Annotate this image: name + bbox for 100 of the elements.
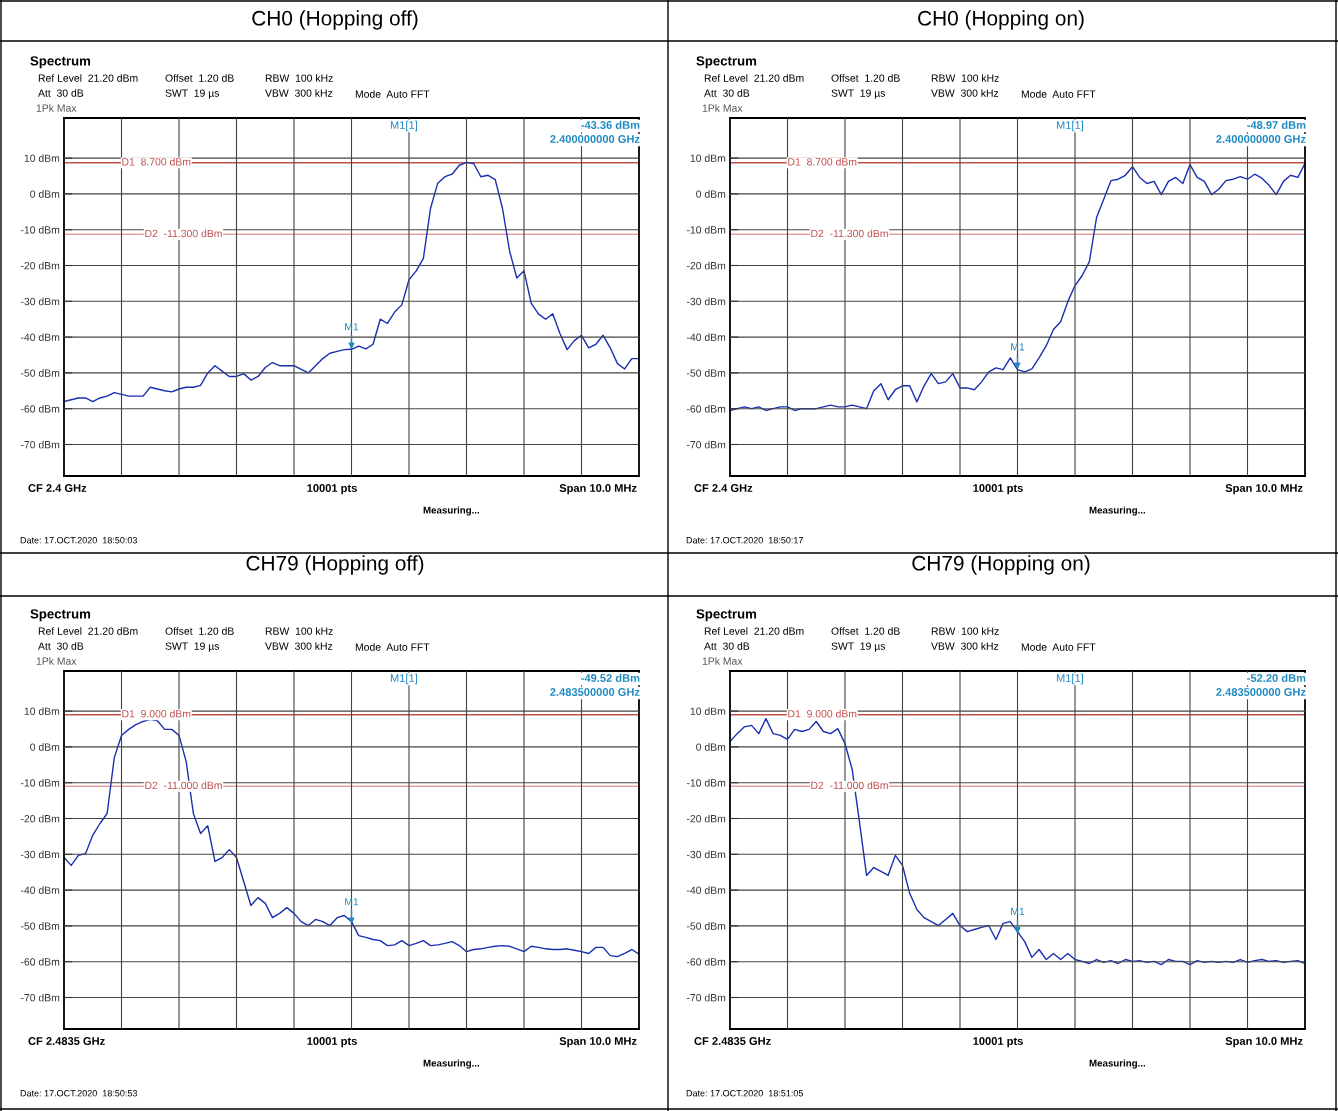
y-tick-label: -40 dBm [20, 333, 60, 341]
text: Att 30 dB [704, 642, 750, 650]
ref-line-label: D1 9.000 dBm [122, 709, 191, 718]
text: Measuring... [1089, 506, 1146, 516]
text: Mode Auto FFT [355, 90, 430, 98]
text: CF 2.4 GHz [694, 484, 753, 492]
text: Mode Auto FFT [355, 643, 430, 651]
text: SWT 19 µs [165, 89, 220, 99]
text: Date: 17.OCT.2020 18:51:05 [686, 1090, 804, 1097]
text: VBW 300 kHz [931, 642, 999, 650]
text: Date: 17.OCT.2020 18:50:03 [20, 537, 138, 544]
text: Date: 17.OCT.2020 18:50:17 [686, 537, 803, 544]
chart-title: CH79 (Hopping off) [246, 555, 424, 575]
y-tick-label: -20 dBm [20, 814, 60, 823]
text: Measuring... [423, 506, 480, 516]
annotation: M1[1] [1056, 673, 1083, 685]
y-tick-label: -50 dBm [686, 369, 726, 377]
text: VBW 300 kHz [265, 89, 333, 97]
chart-title: CH0 (Hopping off) [252, 10, 418, 30]
text: 10001 pts [973, 1037, 1023, 1048]
y-tick-label: 10 dBm [24, 707, 60, 715]
annotation: 2.400000000 GHz [550, 135, 640, 143]
annotation: 2.483500000 GHz [1216, 688, 1306, 696]
y-tick-label: -40 dBm [20, 886, 60, 894]
annotation: 2.400000000 GHz [1216, 135, 1306, 143]
y-tick-label: 0 dBm [30, 743, 60, 751]
text: CF 2.4 GHz [28, 484, 87, 492]
y-tick-label: -30 dBm [20, 297, 60, 306]
text: Span 10.0 MHz [1225, 1037, 1303, 1048]
text: Offset 1.20 dB [165, 74, 234, 82]
chart-title: CH0 (Hopping on) [918, 10, 1084, 30]
annotation: -52.20 dBm [1247, 673, 1306, 682]
annotation: M1[1] [390, 120, 417, 132]
y-tick-label: -60 dBm [20, 404, 60, 413]
text: Offset 1.20 dB [165, 627, 234, 635]
y-tick-label: -70 dBm [686, 440, 726, 449]
y-tick-label: -70 dBm [20, 440, 60, 449]
y-tick-label: -40 dBm [686, 333, 726, 341]
annotation: -43.36 dBm [581, 120, 640, 129]
text: VBW 300 kHz [931, 89, 999, 97]
text: RBW 100 kHz [265, 74, 333, 82]
y-tick-label: -20 dBm [686, 814, 726, 823]
text: Span 10.0 MHz [1225, 484, 1303, 495]
line-series [64, 718, 639, 958]
y-tick-label: 10 dBm [690, 707, 726, 715]
ref-line-label: D1 9.000 dBm [788, 709, 857, 718]
text: Ref Level 21.20 dBm [704, 74, 804, 82]
text: 10001 pts [307, 1037, 357, 1048]
text: SWT 19 µs [831, 642, 886, 652]
text: RBW 100 kHz [931, 627, 999, 635]
annotation: -49.52 dBm [581, 673, 640, 682]
ref-line-label: D2 -11.300 dBm [145, 229, 222, 238]
text: Ref Level 21.20 dBm [38, 74, 138, 82]
text: 1Pk Max [702, 657, 743, 665]
y-tick-label: -70 dBm [686, 993, 726, 1002]
text: 1Pk Max [702, 104, 743, 112]
text: Date: 17.OCT.2020 18:50:53 [20, 1090, 138, 1097]
text: Att 30 dB [38, 89, 84, 97]
y-tick-label: -30 dBm [686, 297, 726, 306]
text: CF 2.4835 GHz [694, 1037, 771, 1045]
annotation: -48.97 dBm [1247, 120, 1306, 129]
annotation: M1[1] [390, 673, 417, 685]
y-tick-label: 10 dBm [24, 154, 60, 162]
annotation: 2.483500000 GHz [550, 688, 640, 696]
y-tick-label: -60 dBm [20, 957, 60, 966]
y-tick-label: -10 dBm [686, 225, 726, 234]
y-tick-label: -70 dBm [20, 993, 60, 1002]
y-tick-label: -30 dBm [20, 850, 60, 859]
text: 1Pk Max [36, 657, 77, 665]
ref-line-label: D1 8.700 dBm [788, 157, 857, 166]
text: Measuring... [1089, 1059, 1146, 1069]
text: CF 2.4835 GHz [28, 1037, 105, 1045]
y-tick-label: -40 dBm [686, 886, 726, 894]
text: VBW 300 kHz [265, 642, 333, 650]
ref-line-label: D2 -11.000 dBm [145, 781, 222, 790]
text: Att 30 dB [704, 89, 750, 97]
y-tick-label: 0 dBm [696, 190, 726, 198]
y-tick-label: -20 dBm [686, 261, 726, 270]
text: RBW 100 kHz [265, 627, 333, 635]
text: Ref Level 21.20 dBm [704, 627, 804, 635]
text: RBW 100 kHz [931, 74, 999, 82]
y-tick-label: -10 dBm [686, 778, 726, 787]
text: Mode Auto FFT [1021, 90, 1096, 98]
y-tick-label: -50 dBm [686, 922, 726, 930]
text: Offset 1.20 dB [831, 627, 900, 635]
text: Spectrum [696, 609, 757, 622]
ref-line-label: D2 -11.000 dBm [811, 781, 888, 790]
y-tick-label: -60 dBm [686, 404, 726, 413]
text: Mode Auto FFT [1021, 643, 1096, 651]
y-tick-label: -30 dBm [686, 850, 726, 859]
text: Spectrum [30, 56, 91, 69]
y-tick-label: -50 dBm [20, 369, 60, 377]
ref-line-label: D2 -11.300 dBm [811, 229, 888, 238]
ref-line-label: D1 8.700 dBm [122, 157, 191, 166]
text: Span 10.0 MHz [559, 484, 637, 495]
text: Span 10.0 MHz [559, 1037, 637, 1048]
text: Ref Level 21.20 dBm [38, 627, 138, 635]
y-tick-label: 10 dBm [690, 154, 726, 162]
text: Offset 1.20 dB [831, 74, 900, 82]
chart-title: CH79 (Hopping on) [912, 555, 1090, 575]
